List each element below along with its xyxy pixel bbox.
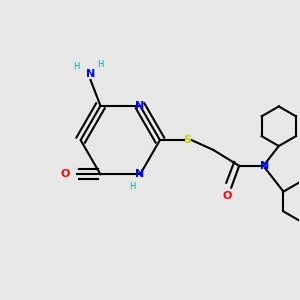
Text: H: H [97,60,104,69]
Text: N: N [260,161,270,171]
Text: H: H [129,182,135,191]
Text: O: O [60,169,70,179]
Text: N: N [86,69,95,79]
Text: N: N [136,101,145,111]
Text: N: N [136,169,145,179]
Text: O: O [223,190,232,201]
Text: S: S [184,135,192,145]
Text: H: H [74,61,80,70]
